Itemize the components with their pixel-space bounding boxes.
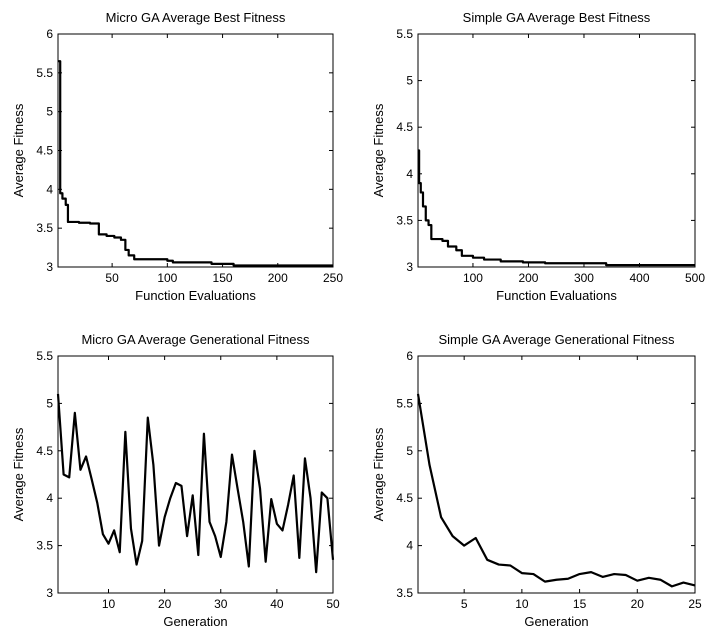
x-axis-label: Generation <box>163 614 227 629</box>
x-tick-label: 25 <box>688 597 702 611</box>
chart-title: Simple GA Average Generational Fitness <box>438 332 675 347</box>
series-line <box>418 149 695 267</box>
series-line <box>416 393 696 588</box>
x-tick-label: 500 <box>685 271 705 285</box>
y-axis-label: Average Fitness <box>371 103 386 197</box>
axes-box <box>417 33 696 268</box>
x-tick-label: 50 <box>326 597 340 611</box>
y-tick-label: 6 <box>406 349 413 363</box>
y-tick-label: 3 <box>406 260 413 274</box>
x-tick-label: 40 <box>270 597 284 611</box>
y-tick-label: 4 <box>46 491 53 505</box>
y-tick-label: 5.5 <box>396 27 413 41</box>
x-tick-label: 250 <box>323 271 343 285</box>
x-tick-label: 30 <box>214 597 228 611</box>
y-axis-label: Average Fitness <box>11 427 26 521</box>
y-tick-label: 3.5 <box>396 586 413 600</box>
x-tick-label: 150 <box>213 271 233 285</box>
y-tick-label: 6 <box>46 27 53 41</box>
chart-panel-3: 10 20 30 40 50 3 3.5 4 4.5 5 5.5 Micro GA Average G… <box>11 332 340 629</box>
x-tick-label: 100 <box>157 271 177 285</box>
x-tick-label: 5 <box>461 597 468 611</box>
y-tick-label: 5 <box>406 74 413 88</box>
y-tick-label: 4.5 <box>396 120 413 134</box>
y-tick-label: 4.5 <box>396 491 413 505</box>
y-axis-label: Average Fitness <box>11 103 26 197</box>
y-tick-label: 5.5 <box>396 396 413 410</box>
series-line <box>56 393 335 574</box>
y-tick-label: 4.5 <box>36 144 53 158</box>
y-tick-label: 3.5 <box>36 539 53 553</box>
y-tick-label: 3 <box>46 586 53 600</box>
y-axis-label: Average Fitness <box>371 427 386 521</box>
chart-panel-4: 5 10 15 20 25 3.5 4 4.5 5 5.5 6 Simple GA Average G… <box>371 332 702 629</box>
axes-box <box>417 355 696 594</box>
y-tick-label: 5.5 <box>36 66 53 80</box>
y-tick-label: 5 <box>406 444 413 458</box>
y-tick-label: 4 <box>406 539 413 553</box>
x-axis-label: Function Evaluations <box>135 288 256 303</box>
y-tick-label: 5 <box>46 105 53 119</box>
axes-box <box>57 355 334 594</box>
x-tick-label: 20 <box>631 597 645 611</box>
x-tick-label: 20 <box>158 597 172 611</box>
x-tick-label: 10 <box>102 597 116 611</box>
chart-panel-1: 50 100 150 200 250 3 3.5 4 4.5 5 5.5 6 Micro GA Aver… <box>11 10 343 303</box>
x-tick-label: 10 <box>515 597 529 611</box>
x-axis-label: Function Evaluations <box>496 288 617 303</box>
chart-title: Micro GA Average Generational Fitness <box>81 332 310 347</box>
y-tick-label: 4.5 <box>36 444 53 458</box>
y-tick-label: 3.5 <box>396 213 413 227</box>
series-line <box>58 60 333 267</box>
y-tick-label: 5 <box>46 396 53 410</box>
x-tick-label: 400 <box>629 271 649 285</box>
y-tick-label: 4 <box>46 182 53 196</box>
y-tick-label: 4 <box>406 167 413 181</box>
chart-title: Simple GA Average Best Fitness <box>463 10 651 25</box>
x-axis-label: Generation <box>524 614 588 629</box>
x-tick-label: 200 <box>268 271 288 285</box>
x-tick-label: 100 <box>463 271 483 285</box>
x-tick-label: 15 <box>573 597 587 611</box>
chart-title: Micro GA Average Best Fitness <box>106 10 286 25</box>
y-tick-label: 3 <box>46 260 53 274</box>
x-tick-label: 300 <box>574 271 594 285</box>
chart-panel-2: 100 200 300 400 500 3 3.5 4 4.5 5 5.5 Simple GA Ave… <box>371 10 705 303</box>
y-tick-label: 5.5 <box>36 349 53 363</box>
y-tick-label: 3.5 <box>36 221 53 235</box>
x-tick-label: 50 <box>105 271 119 285</box>
x-tick-label: 200 <box>518 271 538 285</box>
